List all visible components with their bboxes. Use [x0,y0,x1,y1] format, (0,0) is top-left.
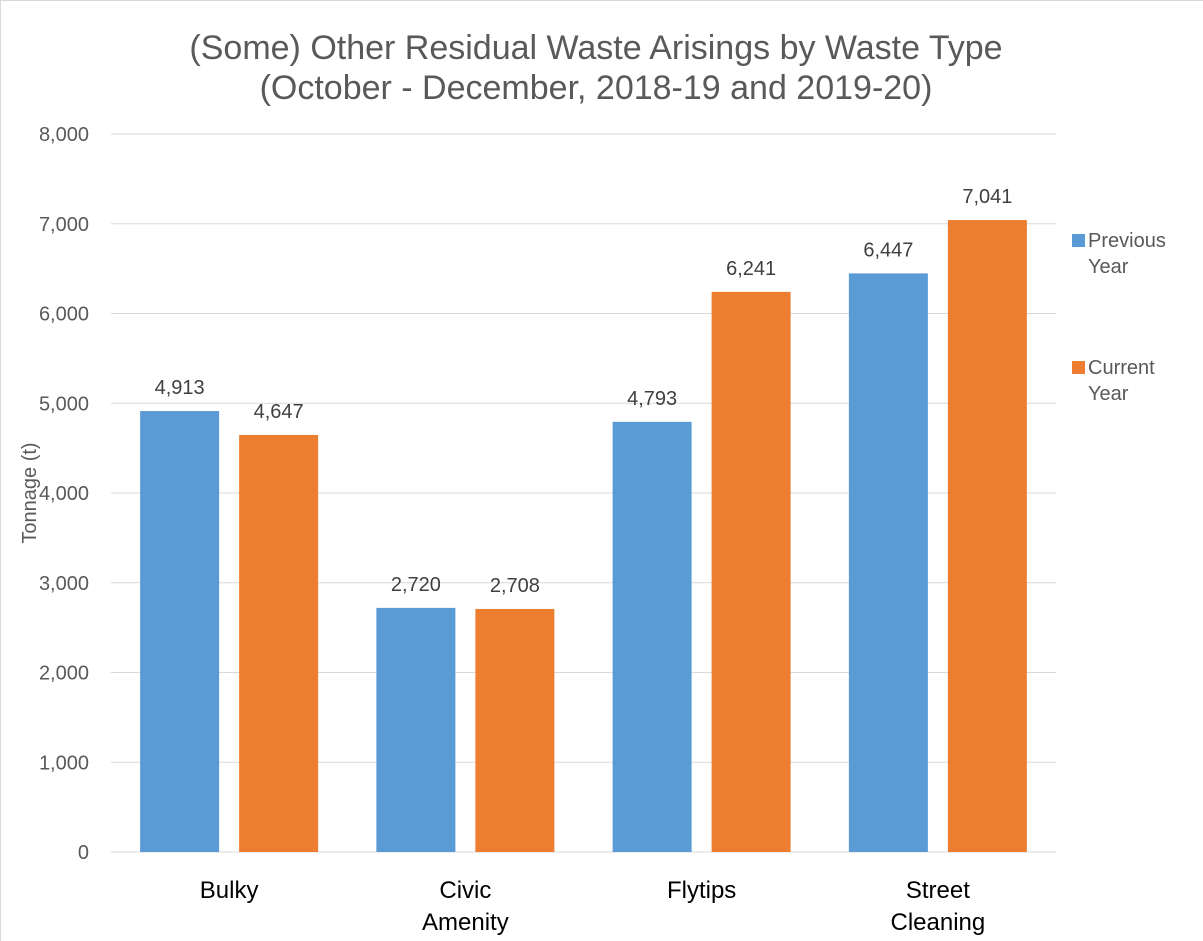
bar [239,434,319,852]
y-tick-label: 4,000 [39,483,89,505]
bar [140,411,220,852]
x-category-label: Cleaning [891,909,986,936]
legend: Previous Year Current Year [1072,230,1166,405]
legend-label: Previous [1088,230,1166,252]
legend-label: Year [1088,256,1129,278]
y-tick-label: 6,000 [39,304,89,326]
legend-swatch [1072,234,1085,247]
bar [711,291,791,852]
y-tick-label: 7,000 [39,214,89,236]
chart-title-line-1: (Some) Other Residual Waste Arisings by … [189,29,1002,67]
data-label: 7,041 [962,186,1012,208]
chart-title-line-2: (October - December, 2018-19 and 2019-20… [260,69,933,107]
y-tick-label: 1,000 [39,752,89,774]
data-label: 4,647 [254,401,304,423]
y-tick-label: 2,000 [39,663,89,685]
x-category-label: Bulky [200,877,259,904]
bar [475,608,555,852]
x-category-label: Flytips [667,877,736,904]
legend-label: Current [1088,357,1155,379]
legend-swatch [1072,361,1085,374]
bar [612,421,692,852]
bar [376,607,456,852]
data-label: 6,241 [726,258,776,280]
data-label: 4,913 [155,377,205,399]
data-labels: 4,913 4,647 2,720 2,708 4,793 6,241 6,447 7,041 [155,186,1013,597]
y-axis-tick-labels: 0 1,000 2,000 3,000 4,000 5,000 6,000 7,000 8,00… [39,124,89,864]
x-axis-category-labels: Bulky Civic Amenity Flytips Street Cleaning [200,877,985,936]
y-tick-label: 5,000 [39,393,89,415]
y-tick-label: 3,000 [39,573,89,595]
y-axis-title: Tonnage (t) [19,442,41,543]
data-label: 2,708 [490,575,540,597]
data-label: 2,720 [391,574,441,596]
bars [140,220,1027,853]
legend-label: Year [1088,383,1129,405]
bar [848,273,928,853]
y-tick-label: 0 [78,842,89,864]
x-category-label: Street [906,877,970,904]
data-label: 6,447 [863,239,913,261]
y-tick-label: 8,000 [39,124,89,146]
x-category-label: Amenity [422,909,509,936]
data-label: 4,793 [627,388,677,410]
x-category-label: Civic [439,877,491,904]
bar [947,220,1027,852]
